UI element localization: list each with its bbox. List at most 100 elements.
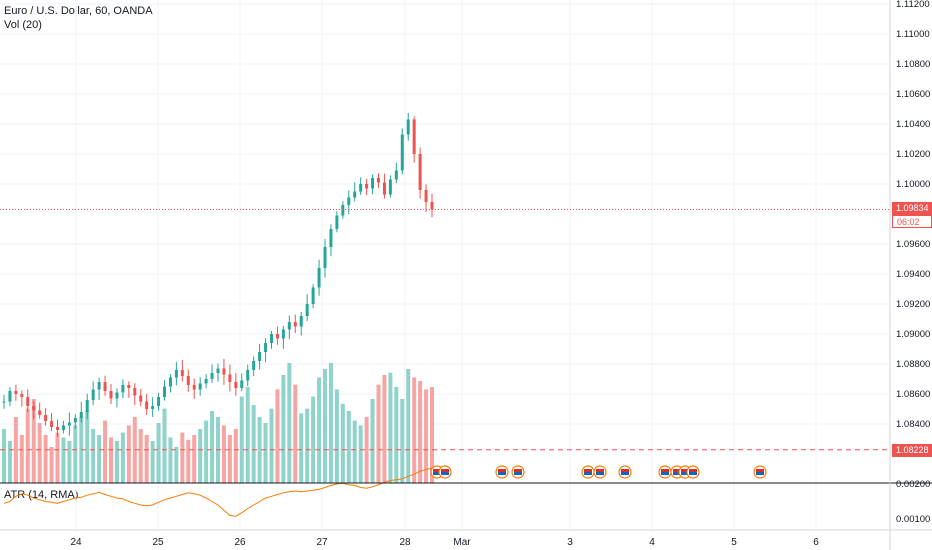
candle-body — [180, 370, 184, 376]
candle-body — [281, 329, 285, 339]
volume-bar — [192, 435, 197, 483]
volume-bar — [97, 435, 102, 483]
volume-bar — [293, 384, 298, 483]
flag-stripe — [661, 469, 669, 472]
volume-bar — [150, 441, 155, 483]
bar-countdown: 06:02 — [897, 217, 920, 227]
atr-legend[interactable]: ATR (14, RMA) — [4, 489, 79, 501]
grid-lines — [0, 0, 890, 530]
symbol-legend[interactable]: Euro / U.S. Dollar, 60, OANDA — [4, 5, 153, 17]
candle-body — [323, 247, 327, 268]
volume-bar — [156, 423, 161, 483]
flag-stripe — [441, 472, 449, 475]
time-tick-label: 3 — [567, 537, 573, 548]
volume-bar — [186, 439, 191, 483]
volume-bar — [126, 425, 131, 483]
candle-body — [61, 425, 65, 430]
price-tick-label: 1.09200 — [896, 299, 930, 310]
candle-body — [317, 268, 321, 288]
flag-stripe — [681, 469, 689, 472]
candle-body — [424, 190, 428, 202]
candle-body — [234, 382, 238, 388]
volume-bar — [287, 363, 292, 483]
volume-bar — [412, 377, 417, 483]
volume-bar — [364, 417, 369, 483]
candle-body — [163, 386, 166, 397]
volume-bar — [251, 405, 256, 483]
flag-stripe — [433, 472, 441, 475]
time-tick-label: 25 — [152, 537, 164, 548]
volume-bar — [245, 387, 250, 483]
candle-body — [394, 170, 398, 180]
volume-bar — [49, 447, 54, 483]
flag-stripe — [756, 472, 764, 475]
candle-body — [329, 229, 333, 247]
flag-stripe — [584, 469, 592, 472]
price-tick-label: 1.10600 — [896, 89, 930, 100]
volume-bar — [85, 411, 90, 483]
price-tick-label: 1.09600 — [896, 239, 930, 250]
candle-body — [121, 385, 125, 393]
volume-bar — [424, 389, 429, 483]
volume-bar — [227, 435, 232, 483]
candle-body — [145, 401, 149, 409]
candle-body — [97, 382, 101, 390]
candle-body — [20, 394, 24, 397]
volume-bar — [257, 417, 262, 483]
time-tick-label: 27 — [316, 537, 328, 548]
volume-bar — [430, 387, 434, 483]
candle-body — [382, 182, 386, 195]
candle-body — [50, 421, 54, 427]
volume-bar — [263, 423, 268, 483]
volume-bar — [406, 369, 411, 483]
flag-stripe — [621, 472, 629, 475]
atr-tick-label: 0.00100 — [896, 514, 930, 525]
volume-bar — [358, 425, 363, 483]
time-tick-label: Mar — [453, 537, 471, 548]
candle-body — [418, 154, 422, 190]
volume-bar — [221, 425, 226, 483]
volume-bar — [281, 375, 286, 483]
level-price: 1.08228 — [896, 445, 929, 455]
candle-body — [32, 406, 36, 411]
volume-bar — [7, 441, 12, 483]
candle-body — [359, 184, 363, 192]
flag-stripe — [689, 472, 697, 475]
candle-body — [174, 370, 178, 378]
price-tick-label: 1.11200 — [896, 0, 930, 10]
event-markers[interactable] — [430, 465, 767, 479]
price-tick-label: 1.09400 — [896, 269, 930, 280]
price-tick-label: 1.08800 — [896, 359, 930, 370]
flag-stripe — [756, 469, 764, 472]
candle-body — [275, 334, 279, 339]
volume-bar — [239, 396, 244, 483]
candle-body — [311, 287, 315, 304]
candle-body — [365, 184, 369, 189]
candle-body — [115, 392, 119, 399]
candle-body — [400, 134, 404, 171]
candle-body — [341, 205, 345, 216]
time-tick-label: 6 — [813, 537, 819, 548]
candle-body — [139, 395, 143, 402]
candle-body — [270, 334, 273, 343]
candle-body — [67, 422, 71, 426]
volume-legend[interactable]: Vol (20) — [4, 19, 42, 31]
candle-body — [228, 374, 232, 382]
volume-bar — [328, 363, 333, 483]
candle-body — [388, 179, 392, 195]
volume-bar — [43, 435, 48, 483]
volume-bar — [144, 435, 149, 483]
candle-body — [151, 406, 155, 409]
candle-body — [26, 397, 30, 406]
volume-bar — [394, 387, 399, 483]
volume-bar — [269, 408, 274, 483]
candle-body — [335, 215, 339, 229]
flag-stripe — [514, 472, 522, 475]
last-price-tag: 1.09834 — [892, 202, 932, 215]
candle-body — [406, 119, 410, 135]
flag-stripe — [621, 469, 629, 472]
level-price-tag[interactable]: 1.08228 — [892, 444, 932, 457]
flag-stripe — [498, 469, 506, 472]
volume-bar — [305, 408, 310, 483]
